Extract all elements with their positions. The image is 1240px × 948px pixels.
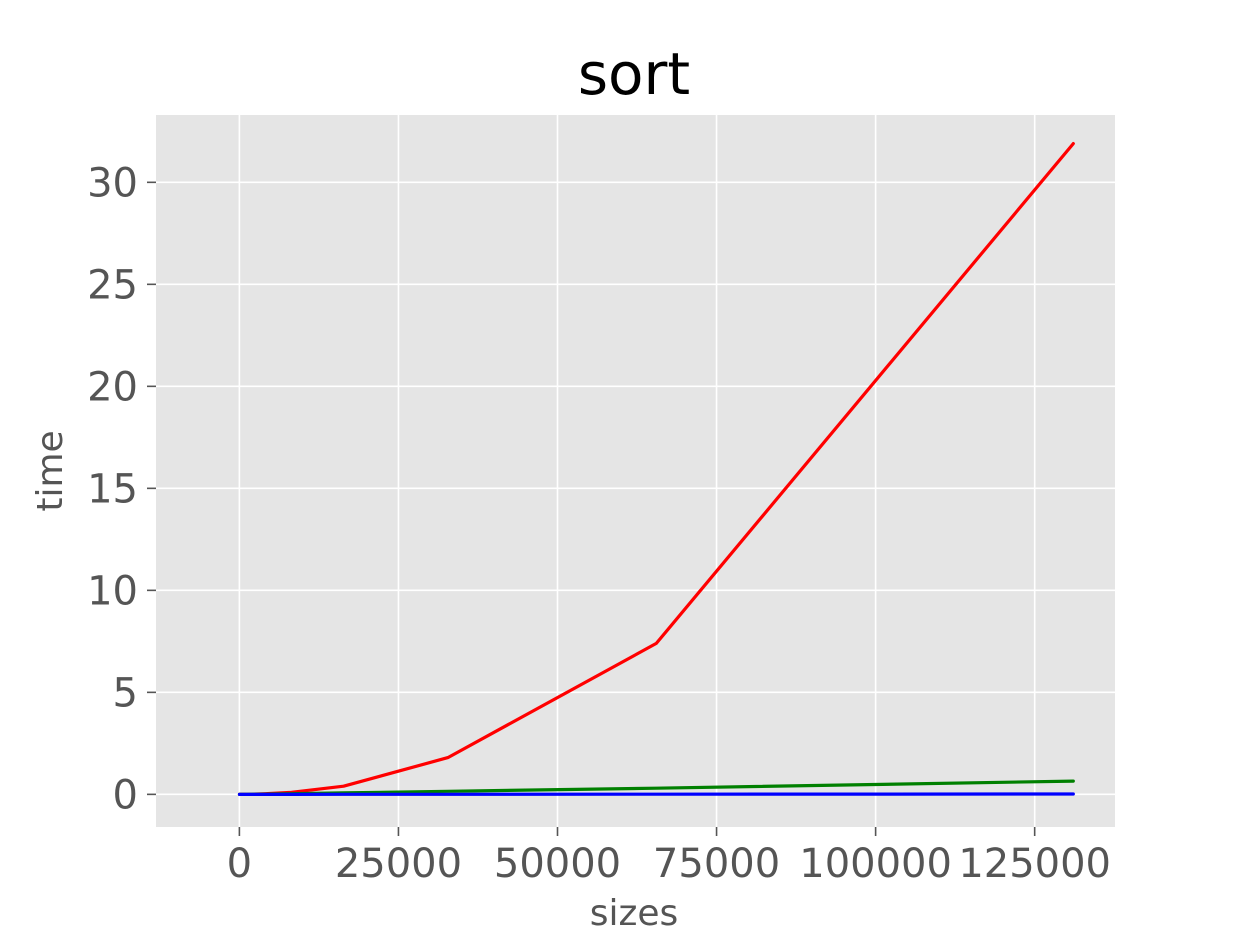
y-tick-label: 25 — [87, 262, 138, 308]
x-axis-label: sizes — [590, 893, 679, 934]
x-tick-label: 25000 — [335, 841, 462, 887]
y-tick-label: 5 — [113, 670, 138, 716]
axis-ticks: 0 25000 50000 75000 100000 125000 0 5 10 15 20 25 30 — [87, 160, 1111, 887]
chart-title: sort — [578, 40, 690, 108]
y-tick-label: 0 — [113, 772, 138, 818]
x-tick-label: 50000 — [494, 841, 621, 887]
x-tick-label: 75000 — [653, 841, 780, 887]
x-tick-label: 0 — [227, 841, 252, 887]
y-tick-label: 10 — [87, 568, 138, 614]
y-tick-label: 15 — [87, 466, 138, 512]
y-tick-label: 20 — [87, 364, 138, 410]
x-tick-label: 100000 — [799, 841, 952, 887]
x-tick-label: 125000 — [958, 841, 1111, 887]
plot-area — [156, 115, 1115, 827]
y-tick-label: 30 — [87, 160, 138, 206]
series-lines — [237, 142, 1075, 797]
grid-lines — [156, 115, 1115, 827]
y-axis-label: time — [30, 430, 71, 511]
